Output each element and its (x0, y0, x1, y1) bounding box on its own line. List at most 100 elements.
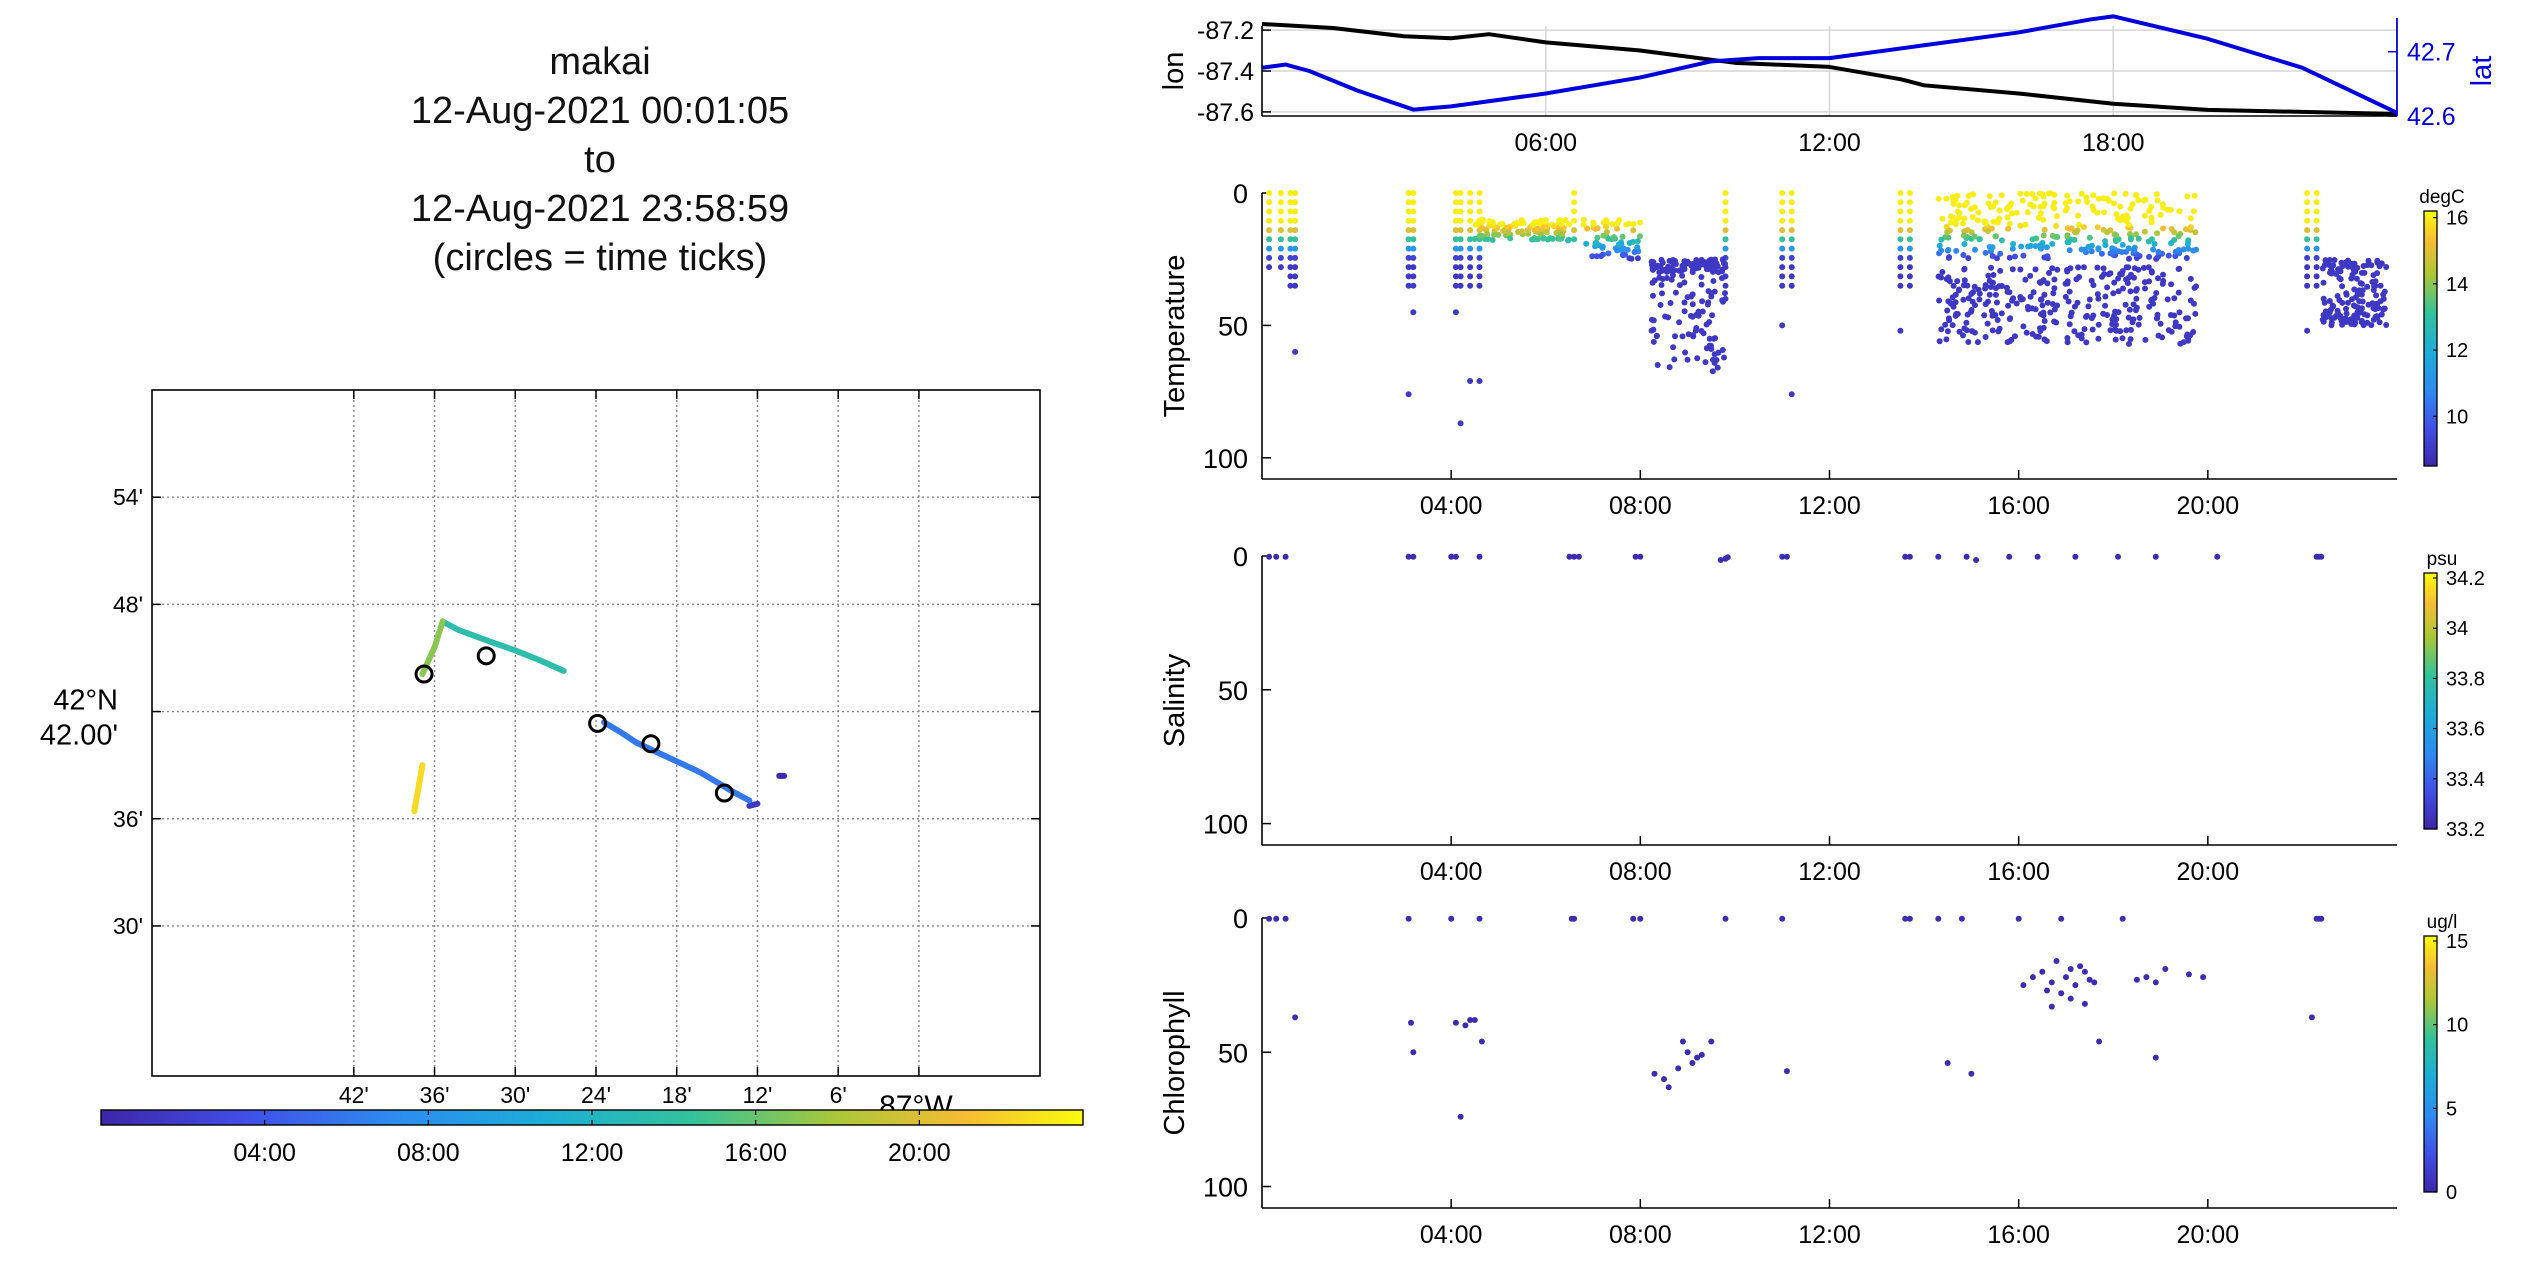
temperature-point (2377, 282, 2384, 289)
temperature-point (1961, 215, 1968, 222)
temperature-point (1897, 282, 1904, 289)
temperature-point (1580, 216, 1587, 223)
temperature-point (1943, 195, 1950, 202)
chlorophyll-point (2020, 982, 2027, 989)
map-track-segment (439, 618, 567, 674)
temperature-point (2115, 288, 2122, 295)
temperature-point (1715, 269, 1722, 276)
temperature-point (2326, 298, 2333, 304)
temperature-point (1779, 282, 1786, 289)
map-x-tick-label: 30' (500, 1082, 530, 1108)
temperature-point (2171, 312, 2178, 319)
temperature-point (2356, 298, 2363, 305)
temperature-point (1985, 298, 1991, 305)
temperature-point (1277, 254, 1284, 261)
chlorophyll-point (2063, 974, 2069, 981)
temperature-point (2046, 190, 2052, 197)
temperature-point (1687, 261, 1694, 268)
temperature-point (2345, 257, 2351, 264)
temperature-point (2150, 246, 2157, 253)
salinity-point (1632, 553, 1639, 560)
temperature-point (2375, 260, 2382, 267)
temperature-point (2151, 240, 2158, 247)
chlorophyll-point (1408, 1019, 1414, 1026)
temperature-point (2009, 297, 2015, 304)
temperature-point (1681, 299, 1688, 306)
temperature-point (1960, 282, 1967, 289)
temperature-point (1594, 234, 1601, 241)
temperature-point (1650, 338, 1657, 345)
temperature-point (2017, 222, 2024, 229)
temperature-point (2051, 285, 2058, 292)
chlorophyll-point (1698, 1051, 1705, 1058)
temperature-point (1945, 254, 1952, 261)
temperature-point (2086, 296, 2093, 303)
temperature-point (1287, 282, 1294, 289)
temperature-point (1906, 254, 1913, 261)
temperature-point (1594, 225, 1601, 232)
temperature-point (2313, 236, 2320, 243)
temperature-point (2064, 232, 2071, 239)
temperature-point (2005, 302, 2012, 309)
temperature-point (2005, 225, 2012, 232)
temperature-point (2370, 305, 2377, 312)
temperature-point (1467, 245, 1474, 252)
temperature-point (1997, 250, 2004, 257)
temperature-point (2339, 283, 2346, 290)
chlorophyll-point (1630, 915, 1637, 922)
chlorophyll-panel: 04:00 08:00 12:00 16:00 20:00050100Chlorophy… (1159, 904, 2468, 1249)
temperature-point (1936, 297, 1943, 304)
temperature-point (1788, 236, 1795, 243)
temperature-point (1992, 233, 1999, 240)
temperature-point (2127, 236, 2134, 243)
temperature-point (1971, 283, 1978, 290)
temperature-point (2046, 270, 2052, 276)
temperature-point (2066, 288, 2073, 295)
temperature-point (2039, 302, 2046, 309)
figure-title: makai 12-Aug-2021 00:01:05 to 12-Aug-202… (305, 38, 895, 283)
temperature-point (1975, 209, 1982, 216)
temperature-point (1650, 317, 1657, 324)
chlorophyll-point (2096, 1038, 2103, 1045)
temperature-point (2353, 314, 2360, 321)
chlorophyll-point (2091, 979, 2098, 986)
temperature-point (1689, 301, 1696, 308)
temperature-point (1452, 254, 1459, 261)
temperature-point (1971, 204, 1978, 211)
temperature-point (2176, 248, 2183, 255)
temperature-point (2160, 271, 2166, 278)
temperature-point (2032, 266, 2039, 273)
temperature-point (2133, 295, 2140, 302)
temperature-point (1699, 298, 1706, 305)
temperature-point (2175, 289, 2182, 296)
temperature-point (1698, 260, 1705, 267)
temperature-point (2146, 278, 2153, 285)
temperature-point (1970, 289, 1977, 296)
temperature-point (1670, 257, 1677, 263)
temperature-point (1410, 282, 1417, 289)
chlorophyll-point (1571, 915, 1578, 922)
salinity-point (2318, 553, 2325, 560)
temperature-point (1954, 311, 1961, 317)
temperature-point (2383, 322, 2390, 328)
chlorophyll-point (1462, 1022, 1469, 1029)
temperature-point (1722, 199, 1729, 206)
temperature-point (1571, 199, 1578, 206)
chlorophyll-colorbar-tick-label: 10 (2446, 1015, 2468, 1037)
temperature-point (2338, 317, 2345, 324)
temperature-point (1992, 199, 1999, 206)
temperature-point (2160, 225, 2166, 232)
temperature-point (1277, 245, 1284, 252)
temperature-point (1476, 199, 1483, 206)
temperature-colorbar-tick-label: 16 (2446, 208, 2468, 230)
temperature-point (1944, 229, 1951, 236)
temperature-point (1906, 245, 1913, 252)
temperature-point (2168, 240, 2175, 247)
temperature-point (1779, 245, 1786, 252)
temperature-point (1605, 250, 1612, 257)
temperature-point (1671, 356, 1678, 363)
map-track-segment (746, 800, 761, 809)
temperature-point (2049, 301, 2056, 307)
temperature-point (2370, 287, 2377, 293)
temperature-point (1611, 234, 1617, 241)
